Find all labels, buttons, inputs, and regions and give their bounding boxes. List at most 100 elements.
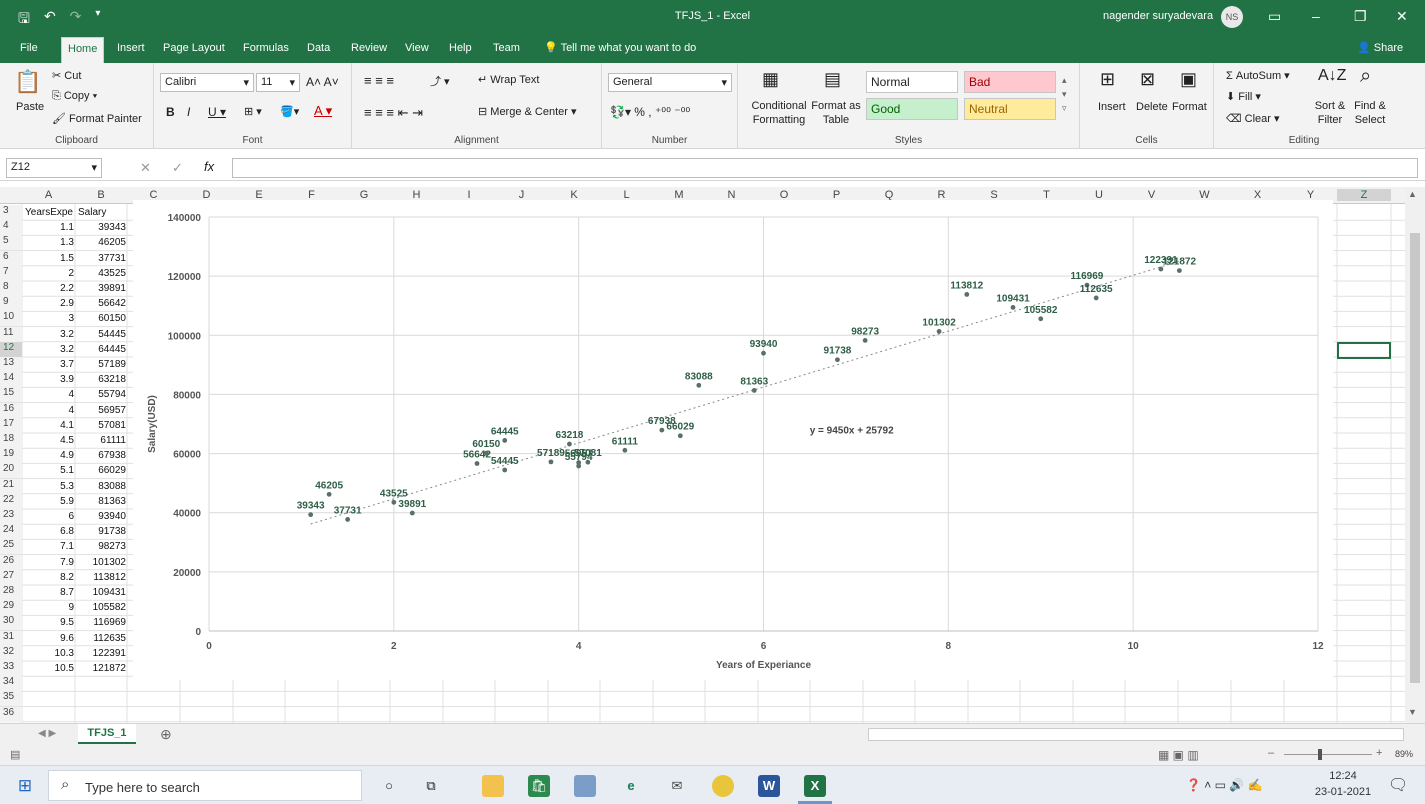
edge-icon[interactable]: e — [627, 778, 635, 793]
cell-salary[interactable]: 93940 — [98, 511, 126, 522]
cell-years[interactable]: 4.5 — [60, 435, 74, 446]
word-icon[interactable]: W — [758, 775, 780, 797]
avatar[interactable]: NS — [1221, 6, 1243, 28]
cell-years[interactable]: 2.2 — [60, 283, 74, 294]
notification-icon[interactable]: 🗨 — [1388, 777, 1409, 794]
format-as-table-button[interactable]: Format as Table — [811, 100, 861, 126]
cell-years[interactable]: 9 — [68, 602, 74, 614]
cortana-icon[interactable]: ○ — [385, 778, 393, 793]
row-header[interactable]: 9 — [0, 296, 22, 312]
font-grow-icon[interactable]: A˄ A˅ — [306, 75, 339, 89]
tab-help[interactable]: Help — [449, 42, 472, 54]
column-header[interactable]: U — [1095, 189, 1103, 201]
clock-date[interactable]: 23-01-2021 — [1314, 786, 1372, 798]
cell-salary[interactable]: 64445 — [98, 343, 126, 355]
italic-button[interactable]: I — [187, 105, 191, 119]
row-header[interactable]: 4 — [0, 220, 22, 236]
row-header[interactable]: 26 — [0, 554, 22, 570]
tab-page-layout[interactable]: Page Layout — [163, 42, 225, 54]
row-header[interactable]: 35 — [0, 691, 22, 707]
tray-icons[interactable]: ❓ ˄ ▭ 🔊 ✍ — [1186, 778, 1263, 792]
cell-salary[interactable]: 121872 — [92, 663, 126, 674]
row-header[interactable]: 5 — [0, 235, 22, 251]
row-header[interactable]: 16 — [0, 402, 22, 418]
row-header[interactable]: 11 — [0, 326, 22, 342]
cell-salary[interactable]: 63218 — [98, 374, 126, 386]
paste-icon[interactable]: 📋 — [14, 69, 42, 94]
column-header[interactable]: P — [832, 189, 841, 201]
selected-cell[interactable] — [1337, 342, 1391, 359]
align-top-icon[interactable]: ≡ ≡ ≡ — [364, 73, 394, 88]
tab-insert[interactable]: Insert — [117, 42, 145, 54]
cell-years[interactable]: 3.2 — [60, 328, 74, 340]
font-name-select[interactable]: Calibri ▾ — [160, 73, 254, 92]
row-header[interactable]: 34 — [0, 676, 22, 692]
column-header[interactable]: Q — [884, 189, 894, 201]
enter-icon[interactable]: ✓ — [172, 160, 183, 175]
font-size-select[interactable]: 11 ▾ — [256, 73, 300, 92]
row-header[interactable]: 18 — [0, 433, 22, 448]
tab-file[interactable]: File — [20, 42, 38, 54]
row-header[interactable]: 32 — [0, 645, 22, 661]
column-header[interactable]: H — [412, 189, 421, 201]
row-header[interactable]: 25 — [0, 539, 22, 555]
cell-years[interactable]: 9.6 — [60, 632, 74, 644]
column-header[interactable]: O — [779, 189, 789, 201]
style-good[interactable]: Good — [866, 98, 958, 120]
cell-years[interactable]: 1.3 — [60, 237, 74, 249]
store-icon[interactable]: 🛍 — [528, 775, 550, 797]
mail-icon[interactable]: ✉ — [671, 778, 683, 793]
cell-years[interactable]: 4.1 — [60, 419, 74, 431]
excel-icon[interactable]: X — [804, 775, 826, 797]
file-explorer-icon[interactable] — [482, 775, 504, 797]
row-header[interactable]: 36 — [0, 706, 22, 722]
cell-years[interactable]: 3.7 — [60, 359, 74, 370]
cell-salary[interactable]: 56957 — [98, 404, 126, 416]
cell-years[interactable]: 3.9 — [60, 374, 74, 386]
scroll-down-icon[interactable]: ▼ — [1408, 707, 1417, 717]
cut-button[interactable]: ✂ Cut — [52, 70, 82, 82]
cell-salary[interactable]: 55794 — [98, 389, 126, 401]
redo-icon[interactable]: ↷ — [69, 8, 82, 24]
column-header[interactable]: M — [674, 189, 684, 201]
bold-button[interactable]: B — [166, 105, 175, 119]
zoom-in-icon[interactable]: + — [1376, 747, 1383, 759]
row-header[interactable]: 28 — [0, 585, 22, 600]
row-header[interactable]: 17 — [0, 417, 22, 433]
view-buttons[interactable]: ▦ ▣ ▥ — [1158, 748, 1199, 762]
paste-button[interactable]: Paste — [16, 101, 45, 113]
cell-salary[interactable]: 56642 — [98, 298, 126, 310]
column-header[interactable]: G — [359, 189, 369, 201]
cell-years[interactable]: 5.9 — [60, 495, 74, 507]
cell-years[interactable]: 4 — [68, 404, 74, 416]
minimize-icon[interactable]: – — [1312, 8, 1320, 24]
column-header[interactable]: K — [570, 189, 578, 201]
format-button[interactable]: Format — [1172, 101, 1207, 113]
align-left-icon[interactable]: ≡ ≡ ≡ ⇤ ⇥ — [364, 105, 423, 120]
name-box[interactable]: Z12 ▾ — [6, 158, 102, 178]
number-format-select[interactable]: General ▾ — [608, 73, 732, 92]
cell-years[interactable]: 8.2 — [60, 571, 74, 583]
app-icon[interactable] — [574, 775, 596, 797]
sheet-tab[interactable]: TFJS_1 — [78, 724, 136, 744]
tell-me-search[interactable]: 💡 Tell me what you want to do — [544, 42, 697, 54]
cell-salary[interactable]: 105582 — [92, 602, 126, 614]
column-header[interactable]: V — [1147, 189, 1156, 201]
cell-years[interactable]: 10.5 — [54, 663, 74, 674]
column-header[interactable]: R — [937, 189, 946, 201]
autosum-button[interactable]: Σ AutoSum ▾ — [1226, 70, 1290, 82]
style-neutral[interactable]: Neutral — [964, 98, 1056, 120]
undo-icon[interactable]: ↶ — [43, 8, 56, 24]
tab-data[interactable]: Data — [307, 42, 331, 54]
cell-salary[interactable]: 57081 — [98, 419, 126, 431]
cell-years[interactable]: 3 — [68, 313, 74, 325]
clock-time[interactable]: 12:24 — [1329, 770, 1357, 782]
insert-button[interactable]: Insert — [1098, 101, 1126, 113]
cell-years[interactable]: 8.7 — [60, 587, 74, 598]
row-header[interactable]: 31 — [0, 630, 22, 646]
currency-icon[interactable]: 💱▾ % , ⁺⁰⁰ ⁻⁰⁰ — [610, 105, 691, 119]
format-painter-button[interactable]: 🖌 Format Painter — [52, 113, 142, 125]
cell-years[interactable]: 4.9 — [60, 450, 74, 462]
column-header[interactable]: E — [255, 189, 263, 201]
clear-button[interactable]: ⌫ Clear ▾ — [1226, 113, 1280, 125]
